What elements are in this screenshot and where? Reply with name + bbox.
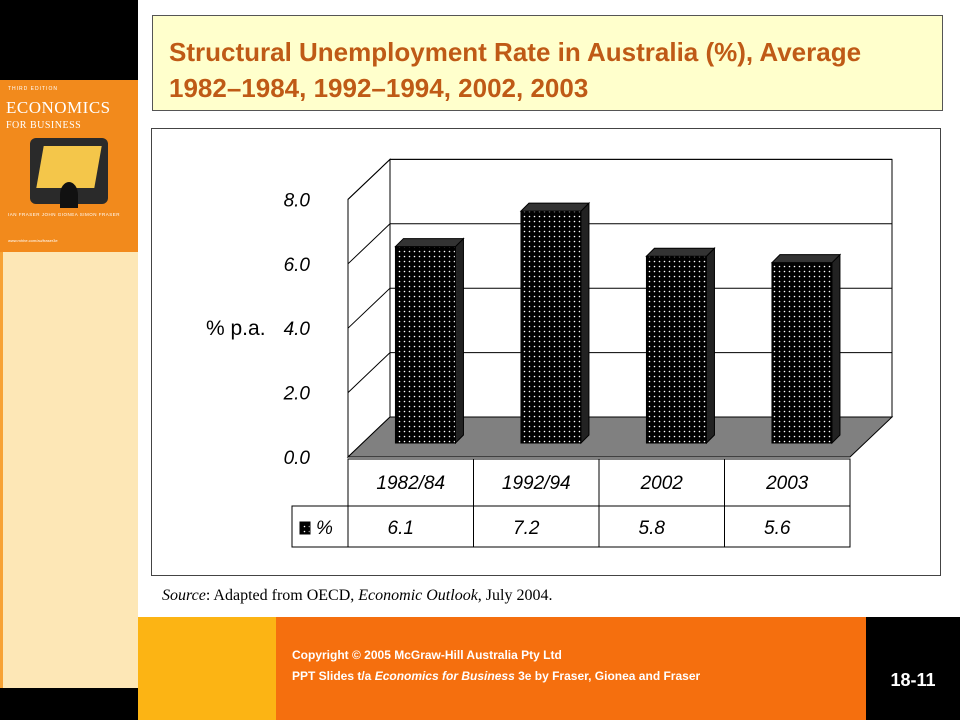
gridline <box>347 352 892 393</box>
bar-top <box>394 238 465 248</box>
book-edition: THIRD EDITION <box>8 86 58 92</box>
slide-number: 18-11 <box>890 670 936 690</box>
data-label: 5.6 <box>764 518 791 539</box>
bar-side <box>580 201 590 445</box>
bar-top <box>519 202 591 212</box>
ppt-suffix: 3e by Fraser, Gionea and Fraser <box>514 669 701 683</box>
x-tick-label: 1982/84 <box>376 473 445 494</box>
legend-swatch <box>299 521 311 535</box>
gridline <box>347 287 892 329</box>
data-label: 6.1 <box>388 518 414 539</box>
legend-label: % <box>316 518 333 539</box>
bar-top <box>770 254 842 264</box>
copyright-text: Copyright © 2005 McGraw-Hill Australia P… <box>292 648 562 662</box>
data-label: 5.8 <box>639 518 666 539</box>
bar-chart: 0.0 2.0 4.0 6.0 8.0 % p.a. 1982/84 6.1 1992/94 7.… <box>206 158 894 548</box>
x-tick-label: 2002 <box>640 473 684 494</box>
y-tick-label: 2.0 <box>283 384 311 405</box>
source-date: , July 2004. <box>477 587 553 604</box>
gridline <box>347 223 892 265</box>
book-cover-art <box>30 138 108 208</box>
bar-side <box>454 237 464 445</box>
bar <box>770 253 842 445</box>
bar-front <box>520 210 582 444</box>
chart-frame: 0.0 2.0 4.0 6.0 8.0 % p.a. 1982/84 6.1 1992/94 7.… <box>151 128 941 576</box>
bar <box>645 247 716 445</box>
bar-side <box>831 253 841 445</box>
source-publication: Economic Outlook <box>358 587 478 604</box>
y-tick-label: 8.0 <box>284 190 311 211</box>
source-note: Source: Adapted from OECD, Economic Outl… <box>162 587 552 605</box>
source-text: : Adapted from OECD, <box>205 587 359 604</box>
bar-front <box>771 262 833 444</box>
bar <box>394 237 465 445</box>
chart-floor <box>346 416 894 458</box>
book-url: www.mhhe.com/au/fraser3e <box>8 238 58 243</box>
data-label: 7.2 <box>513 518 540 539</box>
bar-front <box>394 246 456 444</box>
y-axis-label: % p.a. <box>206 317 266 340</box>
bar-top <box>645 247 716 257</box>
slide-title: Structural Unemployment Rate in Australi… <box>169 37 862 103</box>
book-authors: IAN FRASER JOHN GIONEA SIMON FRASER <box>8 212 121 217</box>
bar-front <box>645 255 707 444</box>
x-tick-label: 2003 <box>765 473 809 494</box>
footer-bar <box>276 617 866 720</box>
ppt-book: Economics for Business <box>374 669 515 683</box>
book-title: ECONOMICS <box>6 98 111 117</box>
source-prefix: Source <box>162 587 206 604</box>
ppt-prefix: PPT Slides t/a <box>292 669 375 683</box>
bar-side <box>705 247 715 445</box>
footer-accent <box>138 617 276 720</box>
footer-number-panel <box>866 617 960 720</box>
y-tick-label: 4.0 <box>284 319 311 340</box>
title-box: Structural Unemployment Rate in Australi… <box>152 15 943 111</box>
bar <box>519 201 591 445</box>
left-sidebar-stripe <box>0 252 3 688</box>
gridline <box>347 158 892 200</box>
left-sidebar-panel <box>0 252 138 688</box>
book-cover: THIRD EDITION ECONOMICS FOR BUSINESS IAN… <box>0 80 138 252</box>
x-tick-label: 1992/94 <box>502 473 571 494</box>
y-tick-label: 0.0 <box>284 448 311 469</box>
book-subtitle: FOR BUSINESS <box>6 120 82 131</box>
ppt-credit: PPT Slides t/a Economics for Business 3e… <box>292 669 700 683</box>
y-tick-label: 6.0 <box>284 255 311 276</box>
